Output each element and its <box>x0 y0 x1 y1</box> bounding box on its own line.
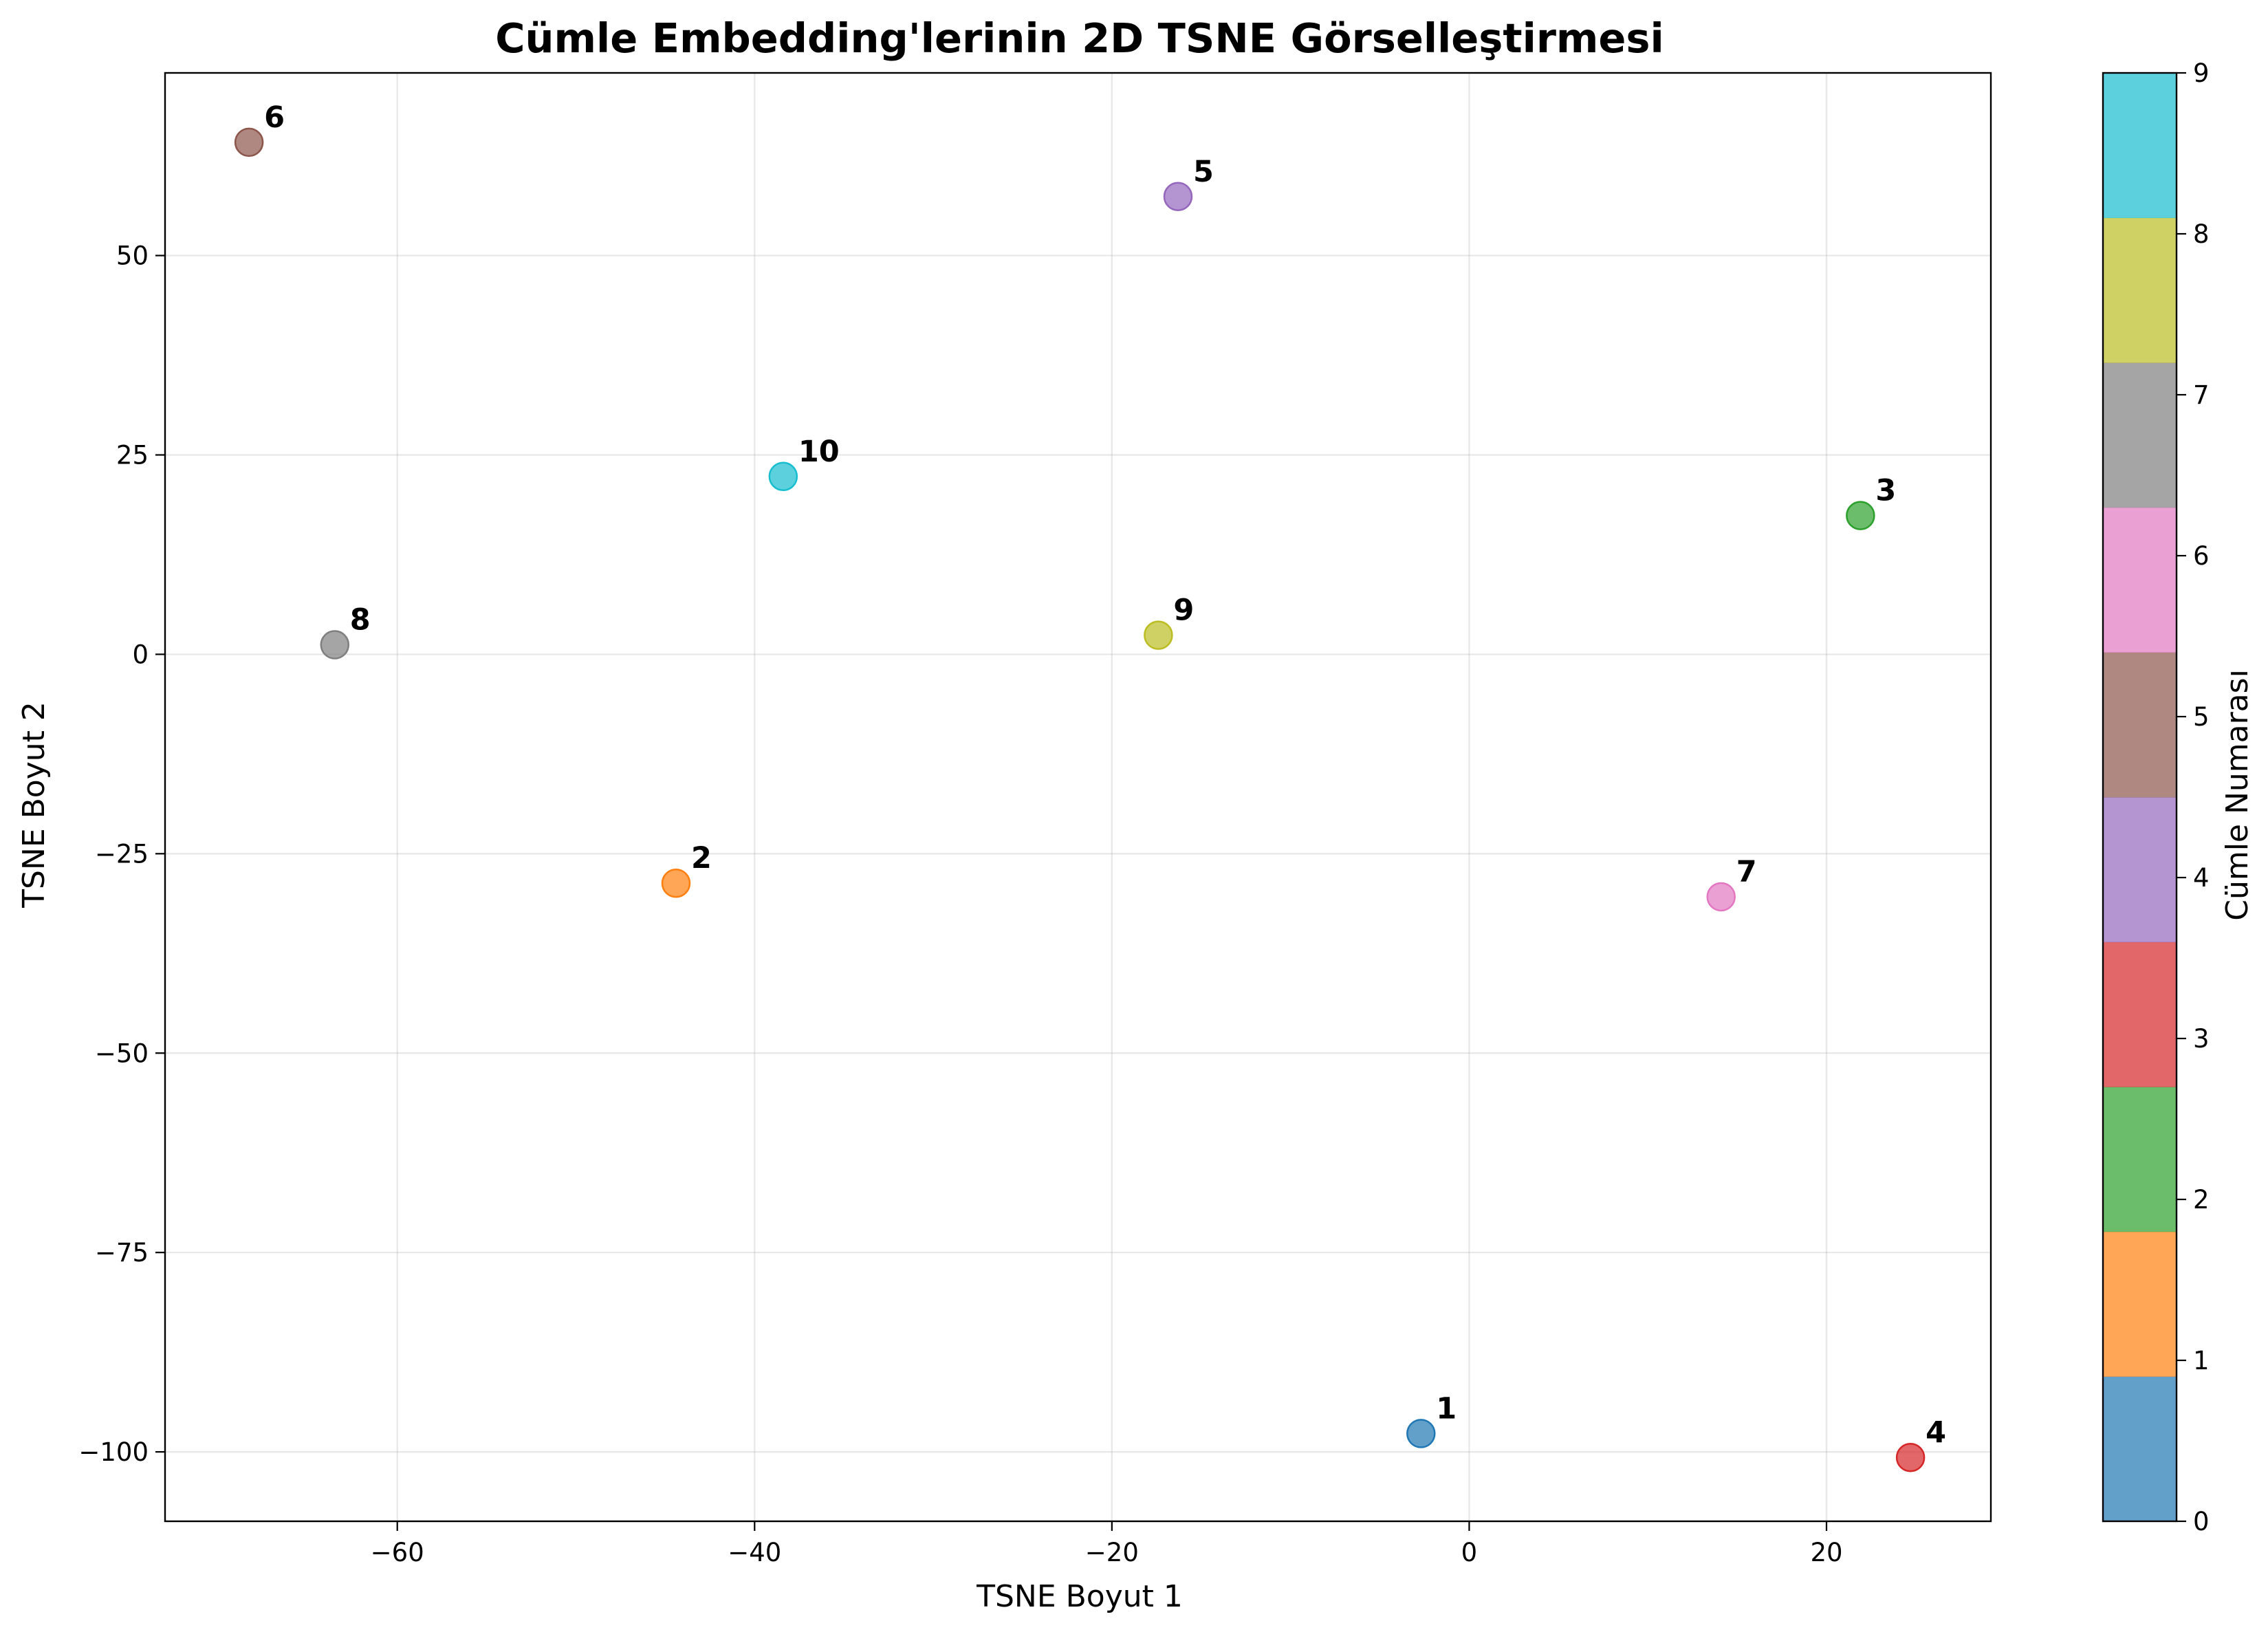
colorbar-tick-label: 6 <box>2193 541 2210 571</box>
colorbar-tick-label: 5 <box>2193 702 2210 732</box>
scatter-point <box>320 630 350 660</box>
colorbar-segment <box>2103 1231 2177 1377</box>
x-tick-label: −40 <box>728 1538 781 1567</box>
colorbar-segment <box>2103 362 2177 508</box>
colorbar-segment <box>2103 652 2177 798</box>
chart-title: Cümle Embedding'lerinin 2D TSNE Görselle… <box>495 14 1664 62</box>
x-axis-label: TSNE Boyut 1 <box>976 1579 1183 1614</box>
colorbar-label: Cümle Numarası <box>2220 669 2255 921</box>
scatter-point <box>1144 620 1173 650</box>
scatter-point <box>1846 501 1875 530</box>
scatter-point <box>1163 182 1193 212</box>
point-label: 8 <box>350 602 371 637</box>
x-tick-label: −60 <box>371 1538 424 1567</box>
colorbar-segment <box>2103 217 2177 363</box>
scatter-point <box>661 868 691 898</box>
y-tick-label: 0 <box>132 640 149 669</box>
colorbar-tick-label: 9 <box>2193 58 2210 88</box>
colorbar-frame <box>2102 72 2178 1523</box>
colorbar-tick-label: 8 <box>2193 219 2210 249</box>
x-axis-ticks: −60 −40 −20 0 20 <box>371 1521 1843 1567</box>
colorbar-tick-label: 1 <box>2193 1346 2210 1375</box>
x-tick-label: 0 <box>1461 1538 1478 1567</box>
point-label: 1 <box>1436 1391 1457 1426</box>
point-label: 10 <box>798 435 840 469</box>
point-label: 9 <box>1173 594 1194 628</box>
x-tick-label: −20 <box>1085 1538 1139 1567</box>
scatter-point <box>768 461 798 492</box>
y-tick-label: 50 <box>116 241 149 271</box>
y-tick-label: −100 <box>78 1437 149 1467</box>
point-label: 7 <box>1736 855 1757 889</box>
colorbar-segment <box>2103 1376 2177 1522</box>
colorbar <box>2102 72 2178 1523</box>
y-axis-ticks: −100 −75 −50 −25 0 25 50 <box>78 241 165 1467</box>
colorbar-tick-label: 0 <box>2193 1507 2210 1536</box>
point-label: 6 <box>264 100 285 135</box>
point-labels: 1 2 3 4 5 6 7 8 9 10 <box>264 100 1946 1450</box>
colorbar-segment <box>2103 73 2177 219</box>
colorbar-tick-label: 7 <box>2193 380 2210 410</box>
y-tick-label: −50 <box>95 1038 149 1068</box>
plot-frame <box>164 72 1992 1523</box>
y-tick-label: −25 <box>95 839 149 869</box>
colorbar-segment <box>2103 942 2177 1087</box>
y-axis-label: TSNE Boyut 2 <box>17 701 52 909</box>
colorbar-segment <box>2103 797 2177 943</box>
scatter-points <box>234 127 1926 1472</box>
x-tick-label: 20 <box>1810 1538 1842 1567</box>
colorbar-tick-label: 3 <box>2193 1024 2210 1054</box>
scatter-point <box>1706 882 1736 912</box>
scatter-point <box>1406 1419 1436 1448</box>
point-label: 2 <box>691 841 712 875</box>
y-tick-label: −75 <box>95 1238 149 1267</box>
point-label: 5 <box>1193 155 1214 189</box>
colorbar-segment <box>2103 1087 2177 1232</box>
colorbar-ticks: 0 1 2 3 4 5 6 7 8 9 <box>2177 58 2210 1536</box>
colorbar-tick-label: 2 <box>2193 1185 2210 1215</box>
y-tick-label: 25 <box>116 440 149 470</box>
colorbar-segment <box>2103 507 2177 653</box>
scatter-point <box>234 127 264 157</box>
scatter-point <box>1895 1442 1926 1472</box>
colorbar-tick-label: 4 <box>2193 863 2210 893</box>
point-label: 4 <box>1926 1415 1946 1450</box>
point-label: 3 <box>1875 474 1896 508</box>
grid-lines <box>165 73 1991 1521</box>
